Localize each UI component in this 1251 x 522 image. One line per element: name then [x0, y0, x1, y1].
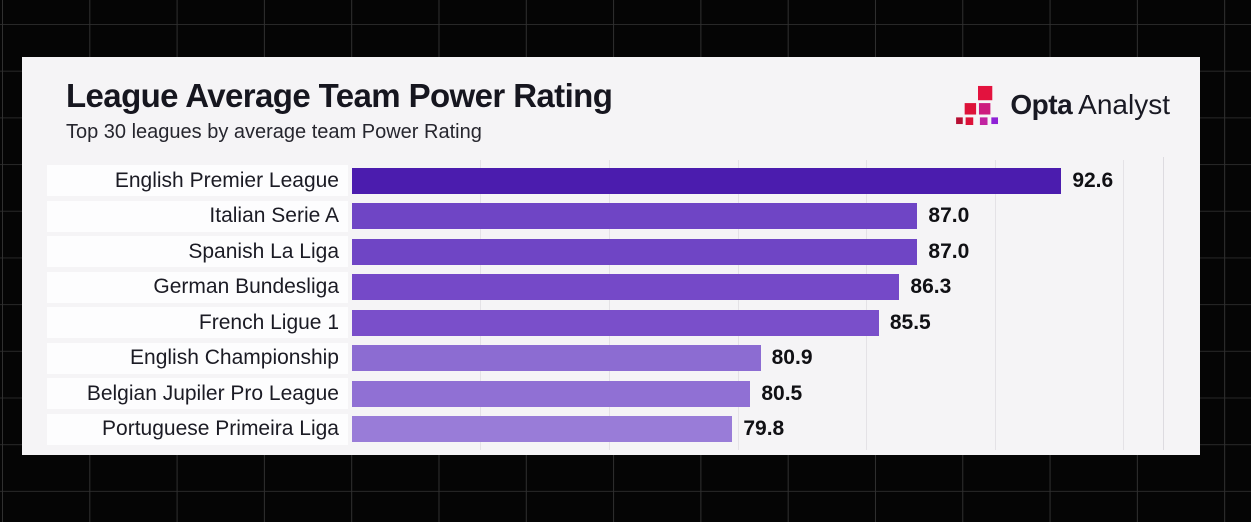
chart-row: French Ligue 1 85.5 — [22, 305, 1200, 341]
gridline-95 — [1123, 160, 1124, 450]
chart-subtitle: Top 30 leagues by average team Power Rat… — [66, 121, 482, 143]
chart-title: League Average Team Power Rating — [66, 77, 613, 114]
logo-analyst-text: Analyst — [1078, 89, 1170, 120]
plot-area: 80.9 — [352, 345, 1123, 372]
category-label-band: Belgian Jupiler Pro League — [47, 378, 348, 409]
gridline-70 — [480, 160, 482, 450]
gridline-80 — [737, 160, 739, 450]
bar — [352, 380, 751, 407]
category-label: English Premier League — [114, 168, 339, 192]
bar-value-label: 92.6 — [1072, 168, 1114, 192]
bar-track: 80.9 — [352, 341, 1200, 377]
category-label-band: German Bundesliga — [47, 271, 348, 303]
bar-value-label: 87.0 — [928, 204, 970, 228]
card-header: League Average Team Power Rating Top 30 … — [22, 57, 1200, 144]
gridline-layer — [352, 160, 1124, 450]
bar — [352, 274, 900, 301]
bar — [352, 167, 1062, 194]
plot-area: 87.0 — [352, 203, 1123, 230]
category-label-band: English Premier League — [47, 165, 348, 196]
plot-area: 79.8 — [352, 416, 1123, 443]
plot-area: 86.3 — [352, 274, 1123, 301]
bar-track: 87.0 — [352, 234, 1200, 270]
chart-row: Spanish La Liga 87.0 — [22, 234, 1200, 270]
bar — [352, 309, 879, 336]
bar-track: 86.3 — [352, 270, 1200, 306]
category-label: Italian Serie A — [209, 204, 339, 227]
category-label: German Bundesliga — [153, 275, 339, 298]
category-label: Spanish La Liga — [188, 239, 339, 263]
category-label: English Championship — [130, 346, 339, 369]
gridline-75 — [608, 160, 610, 450]
bar-value-label: 79.8 — [743, 417, 785, 441]
category-label-band: Spanish La Liga — [47, 236, 348, 267]
chart-card: League Average Team Power Rating Top 30 … — [22, 57, 1200, 455]
category-label-band: English Championship — [47, 342, 348, 374]
bar-value-label: 85.5 — [889, 310, 931, 334]
bar-value-label: 80.5 — [761, 381, 803, 405]
category-label-band: French Ligue 1 — [47, 307, 348, 338]
bar-track: 92.6 — [352, 163, 1200, 199]
plot-area: 92.6 — [352, 167, 1123, 194]
bar — [352, 238, 918, 265]
gridline-90 — [994, 160, 996, 450]
category-label-band: Portuguese Primeira Liga — [47, 413, 348, 445]
category-label: Portuguese Primeira Liga — [102, 417, 339, 440]
bar — [352, 345, 761, 372]
gridline-85 — [865, 160, 867, 450]
bar-track: 87.0 — [352, 199, 1200, 235]
category-label: Belgian Jupiler Pro League — [86, 381, 339, 405]
chart-row: Portuguese Primeira Liga 79.8 — [22, 412, 1200, 448]
chart-row: English Championship 80.9 — [22, 341, 1200, 377]
chart-row: English Premier League 92.6 — [22, 163, 1200, 199]
bar-value-label: 86.3 — [910, 275, 952, 299]
logo-wordmark: Opta Analyst — [1010, 89, 1170, 121]
opta-analyst-logo: Opta Analyst — [955, 85, 1170, 125]
plot-area: 87.0 — [352, 238, 1123, 265]
chart-row: Belgian Jupiler Pro League 80.5 — [22, 376, 1200, 412]
logo-opta-text: Opta — [1010, 89, 1073, 120]
category-label: French Ligue 1 — [198, 310, 339, 334]
opta-staircase-squares-icon — [956, 85, 999, 125]
category-label-band: Italian Serie A — [47, 200, 348, 232]
plot-right-edge — [1163, 157, 1164, 450]
chart-row: German Bundesliga 86.3 — [22, 270, 1200, 306]
bar-value-label: 80.9 — [771, 346, 813, 370]
bar-track: 80.5 — [352, 376, 1200, 412]
bar — [352, 416, 733, 443]
plot-area: 85.5 — [352, 309, 1123, 336]
bar-track: 85.5 — [352, 305, 1200, 341]
bar — [352, 203, 918, 230]
bar-track: 79.8 — [352, 412, 1200, 448]
chart-row: Italian Serie A 87.0 — [22, 199, 1200, 235]
bar-value-label: 87.0 — [928, 239, 970, 263]
plot-area: 80.5 — [352, 380, 1123, 407]
bar-chart: English Premier League 92.6 Italian Seri… — [22, 157, 1200, 450]
chart-rows: English Premier League 92.6 Italian Seri… — [22, 163, 1200, 447]
